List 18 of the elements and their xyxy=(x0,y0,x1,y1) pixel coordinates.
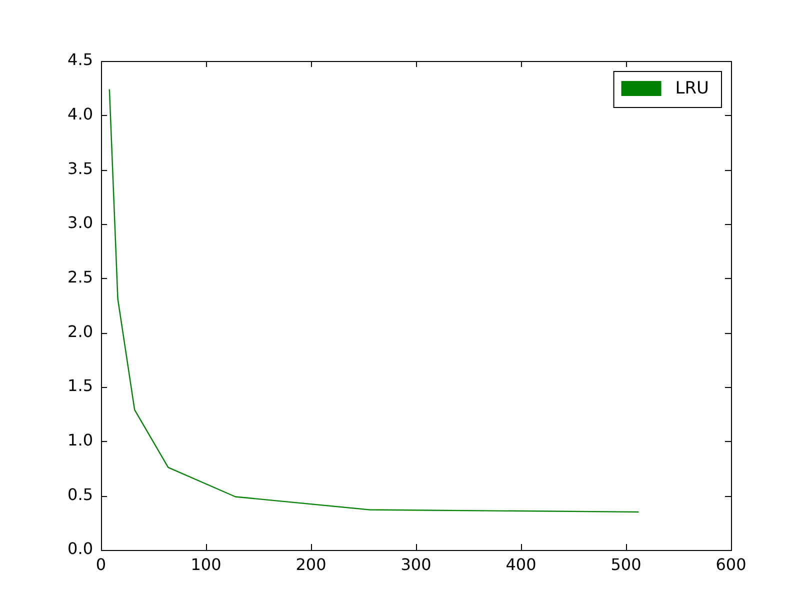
y-tick-label: 3.0 xyxy=(68,213,93,232)
y-tick-label: 1.5 xyxy=(68,376,93,396)
y-tick-label: 0.5 xyxy=(68,484,93,504)
y-tick-label: 4.5 xyxy=(68,50,93,70)
y-tick-label: 1.0 xyxy=(68,430,93,450)
x-tick-label: 0 xyxy=(96,555,106,574)
x-tick-label: 300 xyxy=(400,555,432,574)
y-tick-label: 4.0 xyxy=(68,104,93,124)
x-tick-label: 500 xyxy=(610,555,642,574)
y-tick-label: 3.5 xyxy=(68,158,93,178)
y-tick-label: 0.0 xyxy=(68,539,93,558)
x-tick-label: 100 xyxy=(190,555,222,574)
y-tick-label: 2.0 xyxy=(68,322,93,341)
x-tick-label: 400 xyxy=(506,555,536,574)
y-tick-label: 2.5 xyxy=(68,267,93,286)
x-tick-label: 600 xyxy=(716,555,746,574)
legend-label: LRU xyxy=(675,78,710,98)
x-tick-label: 200 xyxy=(296,555,326,574)
